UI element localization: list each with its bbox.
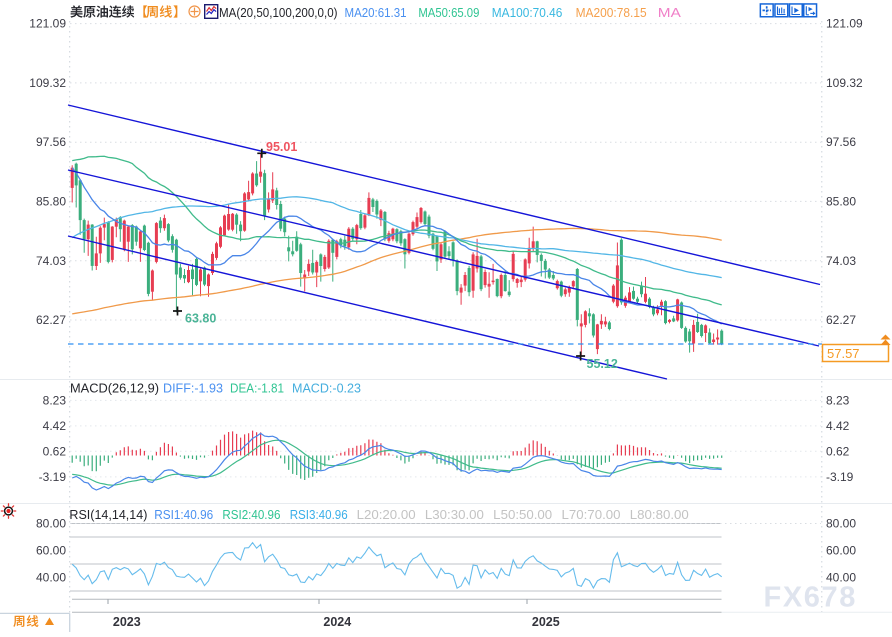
svg-text:8.23: 8.23 <box>43 393 67 407</box>
svg-text:L80:80.00: L80:80.00 <box>630 508 689 522</box>
svg-text:-3.19: -3.19 <box>826 470 854 484</box>
svg-text:MA200:78.15: MA200:78.15 <box>576 6 647 20</box>
svg-text:MACD:-0.23: MACD:-0.23 <box>292 382 361 396</box>
svg-text:80.00: 80.00 <box>826 517 856 531</box>
svg-text:2023: 2023 <box>113 615 141 629</box>
svg-text:0.62: 0.62 <box>43 444 67 458</box>
svg-text:55.12: 55.12 <box>587 357 618 371</box>
svg-text:L50:50.00: L50:50.00 <box>493 508 552 522</box>
svg-text:62.27: 62.27 <box>36 313 66 327</box>
svg-text:MA100:70.46: MA100:70.46 <box>492 6 563 20</box>
svg-text:L20:20.00: L20:20.00 <box>357 508 416 522</box>
svg-text:62.27: 62.27 <box>826 313 856 327</box>
svg-text:85.80: 85.80 <box>826 194 856 208</box>
svg-text:2025: 2025 <box>532 615 560 629</box>
svg-text:4.42: 4.42 <box>826 419 850 433</box>
svg-text:MA50:65.09: MA50:65.09 <box>418 6 479 20</box>
svg-text:DIFF:-1.93: DIFF:-1.93 <box>163 382 223 396</box>
svg-text:121.09: 121.09 <box>29 17 66 31</box>
svg-text:FX678: FX678 <box>764 582 857 614</box>
svg-text:74.03: 74.03 <box>826 254 856 268</box>
svg-text:74.03: 74.03 <box>36 254 66 268</box>
svg-text:RSI3:40.96: RSI3:40.96 <box>290 508 348 522</box>
svg-text:57.57: 57.57 <box>827 346 860 361</box>
svg-text:L30:30.00: L30:30.00 <box>425 508 484 522</box>
svg-text:121.09: 121.09 <box>826 17 863 31</box>
svg-text:-3.19: -3.19 <box>39 470 67 484</box>
svg-text:85.80: 85.80 <box>36 194 66 208</box>
svg-text:L70:70.00: L70:70.00 <box>562 508 621 522</box>
svg-text:97.56: 97.56 <box>36 135 66 149</box>
svg-text:97.56: 97.56 <box>826 135 856 149</box>
svg-text:MA20:61.31: MA20:61.31 <box>345 6 407 20</box>
svg-text:109.32: 109.32 <box>826 76 863 90</box>
svg-text:8.23: 8.23 <box>826 393 850 407</box>
svg-text:DEA:-1.81: DEA:-1.81 <box>230 382 284 396</box>
svg-text:RSI2:40.96: RSI2:40.96 <box>222 508 280 522</box>
svg-text:63.80: 63.80 <box>185 312 216 326</box>
svg-text:80.00: 80.00 <box>36 517 66 531</box>
svg-text:2024: 2024 <box>323 615 351 629</box>
svg-text:60.00: 60.00 <box>826 544 856 558</box>
svg-text:RSI1:40.96: RSI1:40.96 <box>154 508 213 522</box>
svg-text:60.00: 60.00 <box>36 544 66 558</box>
svg-text:MA(20,50,100,200,0,0): MA(20,50,100,200,0,0) <box>219 6 338 20</box>
svg-text:4.42: 4.42 <box>43 419 67 433</box>
svg-text:RSI(14,14,14): RSI(14,14,14) <box>69 508 147 522</box>
svg-text:95.01: 95.01 <box>266 140 297 154</box>
svg-text:40.00: 40.00 <box>826 571 856 585</box>
svg-text:0.62: 0.62 <box>826 444 850 458</box>
svg-text:109.32: 109.32 <box>29 76 66 90</box>
svg-text:MACD(26,12,9): MACD(26,12,9) <box>70 382 159 396</box>
svg-text:MA: MA <box>658 6 682 20</box>
svg-text:40.00: 40.00 <box>36 571 66 585</box>
